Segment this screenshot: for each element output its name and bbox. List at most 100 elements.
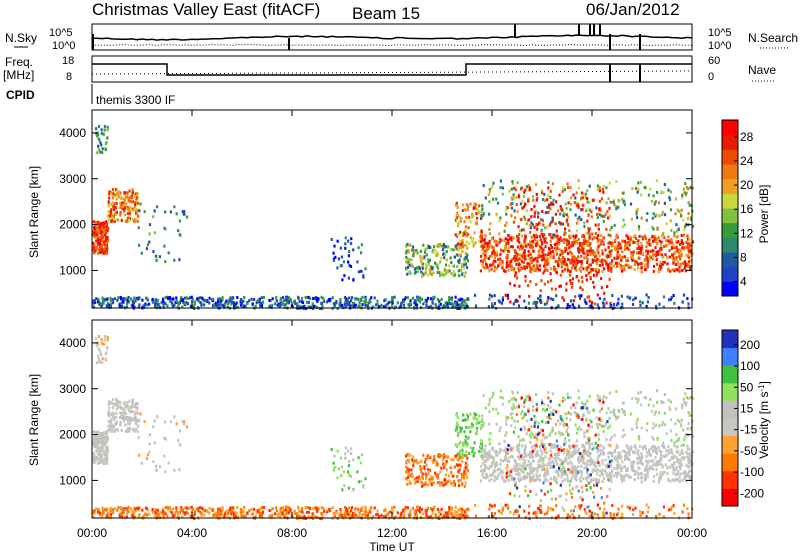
power-cell: [572, 299, 575, 303]
power-cell: [561, 189, 564, 193]
power-cell: [532, 301, 535, 305]
velocity-cell: [686, 452, 690, 456]
power-cell: [405, 251, 408, 255]
velocity-cell: [129, 507, 132, 511]
velocity-cell: [100, 353, 103, 357]
colorbar-segment: [722, 222, 738, 238]
power-cell: [406, 272, 409, 276]
power-cell: [434, 261, 437, 265]
velocity-cell: [473, 412, 476, 416]
power-cell: [690, 217, 693, 221]
power-cell: [631, 187, 634, 191]
power-cell: [641, 235, 644, 239]
power-cell: [458, 253, 462, 257]
velocity-cell: [281, 506, 285, 509]
power-cell: [583, 239, 586, 243]
power-cell: [506, 238, 509, 242]
power-cell: [570, 285, 574, 289]
velocity-cell: [96, 438, 99, 442]
power-cell: [499, 252, 502, 256]
power-cell: [510, 258, 513, 262]
velocity-cell: [635, 470, 638, 474]
power-cell: [596, 216, 599, 220]
power-cell: [675, 229, 679, 233]
velocity-cell: [501, 471, 504, 475]
velocity-cell: [303, 514, 306, 518]
velocity-cell: [259, 511, 262, 515]
power-cell: [505, 208, 508, 212]
power-cell: [406, 257, 410, 261]
colorbar-segment: [722, 237, 738, 253]
power-cell: [559, 207, 562, 211]
power-cell: [481, 214, 484, 218]
power-cell: [133, 194, 137, 198]
power-cell: [569, 261, 572, 265]
power-cell: [505, 248, 508, 252]
power-cell: [608, 277, 611, 281]
power-cell: [416, 297, 419, 301]
power-cell: [483, 249, 486, 253]
power-cell: [550, 279, 553, 282]
power-cell: [473, 231, 476, 235]
power-cell: [180, 299, 183, 302]
power-cell: [351, 304, 354, 308]
power-cell: [187, 302, 190, 306]
velocity-cell: [463, 470, 466, 474]
velocity-cell: [499, 467, 502, 471]
power-cell: [484, 243, 487, 246]
power-cell: [565, 288, 568, 292]
power-cell: [116, 189, 119, 193]
velocity-cell: [461, 441, 464, 445]
velocity-cell: [455, 428, 458, 432]
velocity-cell: [376, 509, 379, 513]
power-cell: [287, 299, 291, 303]
power-cell: [93, 227, 97, 231]
power-cell: [96, 228, 99, 232]
power-cell: [95, 127, 98, 131]
velocity-cell: [121, 417, 124, 421]
velocity-cell: [663, 470, 666, 474]
power-cell: [540, 232, 543, 236]
power-cell: [103, 128, 106, 132]
power-cell: [609, 250, 612, 254]
velocity-cell: [339, 510, 342, 514]
power-cell: [633, 268, 636, 272]
power-cell: [551, 250, 555, 253]
power-cell: [504, 237, 507, 241]
velocity-cell: [644, 447, 648, 451]
power-cell: [680, 253, 683, 257]
power-cell: [156, 205, 159, 209]
power-cell: [643, 268, 647, 272]
velocity-cell: [481, 420, 484, 424]
velocity-cell: [440, 507, 443, 511]
velocity-cell: [405, 454, 408, 458]
colorbar-tick-label: 20: [740, 178, 754, 192]
power-cell: [608, 181, 611, 185]
velocity-cell: [344, 446, 347, 450]
power-cell: [103, 125, 106, 128]
power-cell: [549, 189, 552, 193]
velocity-cell: [545, 451, 548, 455]
power-cell: [492, 262, 495, 266]
power-cell: [529, 230, 532, 234]
power-cell: [535, 198, 538, 202]
velocity-cell: [438, 514, 441, 518]
velocity-cell: [462, 444, 465, 447]
velocity-cell: [100, 341, 103, 345]
power-cell: [520, 228, 524, 232]
velocity-cell: [111, 415, 114, 419]
power-cell: [516, 181, 519, 185]
power-cell: [676, 268, 679, 272]
power-cell: [636, 207, 639, 211]
power-cell: [665, 239, 668, 243]
velocity-cell: [422, 512, 425, 516]
power-cell: [125, 195, 128, 199]
power-cell: [337, 257, 340, 261]
power-cell: [593, 236, 596, 240]
velocity-cell: [668, 458, 671, 462]
velocity-cell: [100, 512, 103, 516]
power-cell: [448, 296, 451, 299]
power-cell: [177, 229, 180, 233]
power-cell: [503, 229, 506, 233]
velocity-cell: [421, 466, 424, 470]
